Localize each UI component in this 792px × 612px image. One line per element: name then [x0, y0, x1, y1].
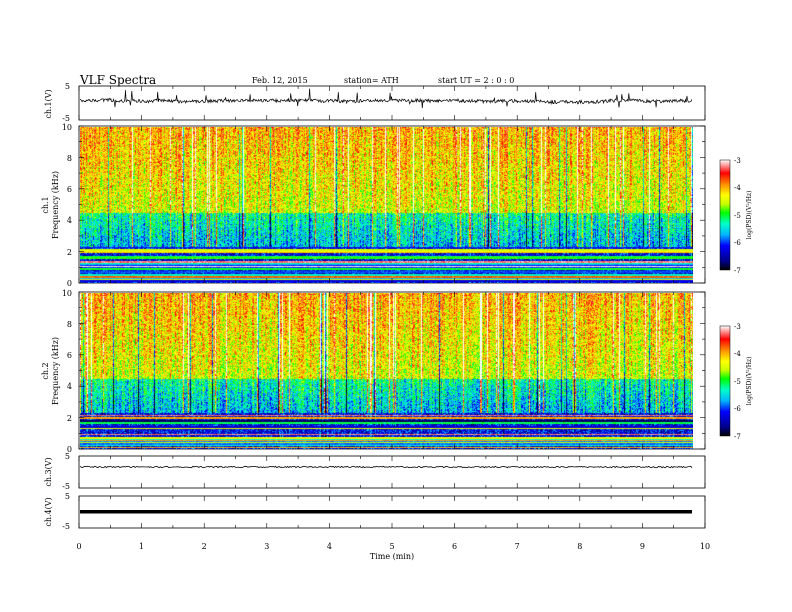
ch2-spectrogram-image	[79, 292, 693, 449]
spec2-ytick-2: 2	[67, 414, 72, 423]
cb1-tick-m5: -5	[734, 212, 741, 220]
x-tick-8: 8	[577, 542, 582, 551]
ch3-waveform-ylabel: ch.3(V)	[44, 457, 53, 486]
ch1-spectrogram-image-wrap	[79, 126, 693, 283]
x-tick-labels: 0 1 2 3 4 5 6 7 8 9 10	[76, 542, 710, 551]
spec1-channel-label: ch.1	[41, 196, 50, 213]
ch1-waveform-ylabel: ch.1(V)	[44, 89, 53, 118]
cb2-tick-m4: -4	[734, 350, 741, 358]
spec2-channel-label: ch.2	[41, 362, 50, 379]
cb2-tick-m3: -3	[734, 323, 741, 331]
ch1-spectrogram-image	[79, 126, 693, 283]
spec1-ytick-4: 4	[67, 216, 72, 225]
spec1-ytick-2: 2	[67, 248, 72, 257]
station-label: station= ATH	[344, 76, 399, 85]
x-tick-10: 10	[700, 542, 710, 551]
cb1-tick-m6: -6	[734, 239, 741, 247]
cb2-tick-m6: -6	[734, 405, 741, 413]
x-tick-2: 2	[202, 542, 207, 551]
date-label: Feb. 12, 2015	[252, 76, 308, 85]
x-axis-label: Time (min)	[370, 552, 414, 561]
spec2-ytick-4: 4	[67, 382, 72, 391]
ch2-colorbar	[719, 325, 731, 437]
ch1-ytick-bottom: -5	[62, 114, 70, 123]
ch2-spectrogram-image-wrap	[79, 292, 693, 449]
ch4-waveform-trace	[80, 510, 692, 514]
cb2-tick-m7: -7	[734, 433, 741, 441]
spec2-ylabel: Frequency (kHz)	[51, 337, 60, 405]
ch2-colorbar-label: log(PSD)(V²/Hz)	[746, 357, 753, 406]
x-tick-5: 5	[389, 542, 394, 551]
x-tick-9: 9	[640, 542, 645, 551]
ch3-waveform-trace	[79, 465, 693, 469]
spec2-ytick-8: 8	[67, 320, 72, 329]
x-tick-1: 1	[139, 542, 144, 551]
ch1-colorbar-label: log(PSD)(V²/Hz)	[746, 191, 753, 240]
cb1-tick-m4: -4	[734, 184, 741, 192]
ch4-ytick-bottom: -5	[62, 522, 70, 531]
spec2-ytick-6: 6	[67, 351, 72, 360]
spec2-ytick-0: 0	[67, 445, 72, 454]
x-tick-7: 7	[515, 542, 520, 551]
ch4-waveform-ylabel: ch.4(V)	[44, 497, 53, 526]
ch3-ytick-bottom: -5	[62, 482, 70, 491]
axis-ticks	[78, 86, 706, 528]
x-tick-3: 3	[264, 542, 269, 551]
ch4-ytick-top: 5	[65, 492, 70, 501]
x-tick-6: 6	[452, 542, 457, 551]
start-time-label: start UT = 2 : 0 : 0	[438, 76, 514, 85]
x-tick-4: 4	[327, 542, 332, 551]
spec1-ylabel: Frequency (kHz)	[51, 171, 60, 239]
x-tick-0: 0	[76, 542, 81, 551]
figure-title: VLF Spectra	[79, 73, 156, 87]
ch1-colorbar	[719, 159, 731, 271]
spec1-ytick-10: 10	[62, 123, 72, 132]
spec1-ytick-0: 0	[67, 279, 72, 288]
ch1-waveform-trace	[79, 88, 693, 109]
ch1-ytick-top: 5	[65, 82, 70, 91]
ch3-ytick-top: 5	[65, 452, 70, 461]
ch1-waveform-frame	[78, 85, 706, 121]
cb2-tick-m5: -5	[734, 378, 741, 386]
spec1-ytick-8: 8	[67, 154, 72, 163]
spec1-ytick-6: 6	[67, 185, 72, 194]
cb1-tick-m7: -7	[734, 267, 741, 275]
cb1-tick-m3: -3	[734, 157, 741, 165]
spec2-ytick-10: 10	[62, 289, 72, 298]
